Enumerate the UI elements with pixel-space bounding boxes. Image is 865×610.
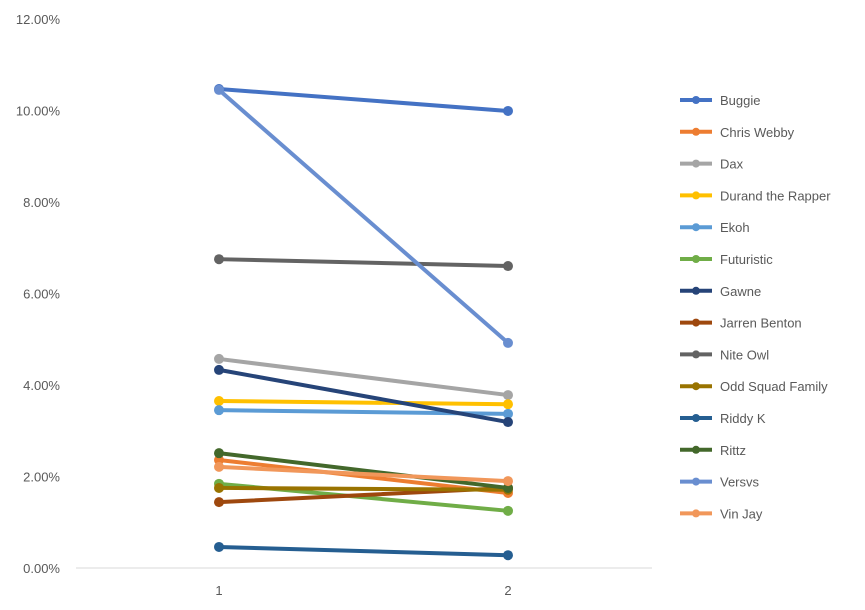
legend-label: Chris Webby <box>720 125 795 140</box>
legend-label: Dax <box>720 157 744 172</box>
series-line-odd-squad-family <box>217 485 510 492</box>
legend-marker <box>692 159 700 168</box>
series-line-vin-jay <box>217 464 510 484</box>
legend-marker <box>692 96 700 104</box>
data-point <box>503 476 513 487</box>
y-tick-label: 10.00% <box>16 104 61 119</box>
legend-label: Nite Owl <box>720 347 769 362</box>
data-point <box>214 541 224 552</box>
series-line-rittz <box>217 451 510 490</box>
legend-marker <box>692 223 700 232</box>
series-line-dax <box>217 356 510 398</box>
series-line-nite-owl <box>217 257 510 269</box>
series-line-durand-the-rapper <box>217 399 510 407</box>
data-point <box>214 455 224 466</box>
legend-marker <box>692 286 700 295</box>
legend-label: Versvs <box>720 475 760 490</box>
data-point <box>214 84 224 95</box>
legend-label: Vin Jay <box>720 506 763 521</box>
data-point <box>214 497 224 508</box>
legend-label: Ekoh <box>720 220 750 235</box>
series-line-versvs <box>217 87 510 345</box>
legend-marker <box>692 255 700 263</box>
series-line-riddy-k <box>217 544 510 558</box>
legend-marker <box>692 445 700 454</box>
y-tick-label: 4.00% <box>23 378 60 393</box>
data-point <box>214 353 224 364</box>
legend-label: Jarren Benton <box>720 316 802 331</box>
data-point <box>503 261 513 272</box>
legend-label: Futuristic <box>720 252 773 267</box>
data-point <box>503 482 513 493</box>
legend-label: Odd Squad Family <box>720 379 828 394</box>
data-point <box>503 505 513 516</box>
legend-label: Buggie <box>720 93 760 108</box>
data-point <box>214 254 224 265</box>
y-tick-label: 0.00% <box>23 561 60 576</box>
legend-marker <box>692 509 700 518</box>
legend-label: Durand the Rapper <box>720 188 831 203</box>
data-point <box>503 417 513 428</box>
x-tick-label: 2 <box>504 583 511 598</box>
legend-marker <box>692 414 700 422</box>
x-tick-label: 1 <box>215 583 222 598</box>
data-point <box>214 364 224 375</box>
legend-marker <box>692 318 700 327</box>
legend-marker <box>692 191 700 200</box>
y-tick-label: 2.00% <box>23 470 60 485</box>
series-line-buggie <box>217 86 510 113</box>
y-tick-label: 8.00% <box>23 195 60 210</box>
data-point <box>503 399 513 410</box>
y-tick-label: 6.00% <box>23 287 60 302</box>
data-point <box>214 461 224 472</box>
legend-label: Rittz <box>720 443 746 458</box>
legend-marker <box>692 350 700 359</box>
data-point <box>214 396 224 407</box>
legend-label: Riddy K <box>720 411 766 426</box>
data-point <box>503 337 513 348</box>
data-point <box>214 448 224 459</box>
data-point <box>503 408 513 419</box>
y-tick-label: 12.00% <box>16 12 61 27</box>
data-point <box>503 105 513 116</box>
data-point <box>214 405 224 416</box>
series-line-gawne <box>217 367 510 425</box>
legend-marker <box>692 382 700 391</box>
data-point <box>503 550 513 561</box>
legend-marker <box>692 477 700 486</box>
legend-label: Gawne <box>720 284 761 299</box>
data-point <box>214 482 224 493</box>
legend-marker <box>692 127 700 136</box>
data-point <box>503 390 513 401</box>
